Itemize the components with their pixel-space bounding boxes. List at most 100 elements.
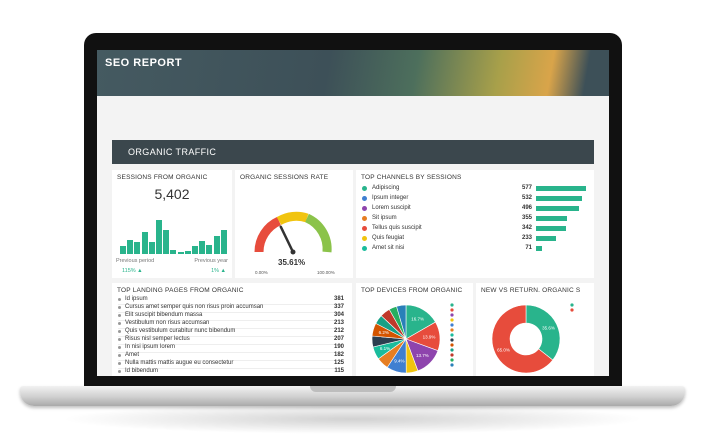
sessions-bar (192, 246, 198, 254)
channel-color-dot (362, 186, 367, 191)
channel-color-dot (362, 206, 367, 211)
rate-gauge (254, 211, 332, 255)
devices-panel: TOP DEVICES FROM ORGANIC 16.7% 13.9% 13.7%… (356, 283, 473, 376)
returning-panel: NEW VS RETURN. ORGANIC S 35.6% 65.0% (476, 283, 594, 376)
rate-max-label: 100.00% (317, 270, 335, 275)
devices-legend-dot (450, 323, 454, 327)
landing-bullet (118, 306, 121, 309)
channel-value: 577 (521, 185, 532, 191)
channel-bar (536, 226, 566, 231)
channel-value: 496 (521, 205, 532, 211)
channel-color-dot (362, 196, 367, 201)
devices-slice (396, 304, 407, 340)
dashboard-screen: SEO REPORT ORGANIC TRAFFIC SESSIONS FROM… (97, 50, 609, 376)
sessions-bar (120, 246, 126, 254)
devices-legend-dot (450, 358, 454, 362)
landing-label: Id bibendum (125, 368, 159, 374)
landing-bullet (118, 354, 121, 357)
devices-legend-dot (450, 308, 454, 312)
landing-row: Nulla mattis mattis augue eu consectetur… (118, 360, 344, 369)
channel-label: Amet sit nisi (372, 245, 405, 251)
landing-row: Id bibendum 115 (118, 368, 344, 376)
landing-bullet (118, 322, 121, 325)
rate-title: ORGANIC SESSIONS RATE (240, 174, 329, 181)
devices-legend-dot (450, 353, 454, 357)
landing-label: Quis vestibulum curabitur nunc bibendum (125, 328, 236, 334)
channel-bar (536, 236, 557, 241)
devices-title: TOP DEVICES FROM ORGANIC (361, 287, 463, 294)
previous-year-label: Previous year (194, 258, 228, 264)
landing-label: Amet (125, 352, 140, 358)
landing-value: 213 (333, 320, 344, 326)
channel-label: Sit ipsum (372, 215, 397, 221)
devices-legend-dot (450, 313, 454, 317)
section-header: ORGANIC TRAFFIC (112, 140, 594, 164)
landing-bullet (118, 362, 121, 365)
devices-legend-dot (450, 343, 454, 347)
sessions-bar (141, 232, 148, 254)
returning-slice-label: 65.0% (497, 347, 510, 352)
sessions-bar (177, 252, 184, 254)
channel-label: Lorem suscipit (372, 205, 411, 211)
devices-legend-dot (450, 363, 454, 367)
landing-label: Id ipsum (125, 296, 148, 302)
landing-label: Vestibulum non risus accumsan (125, 320, 210, 326)
landing-label: Cursus amet semper quis non risus proin … (125, 304, 264, 310)
devices-slice-label: 13.7% (416, 353, 429, 358)
landing-title: TOP LANDING PAGES FROM ORGANIC (117, 287, 244, 294)
landing-bullet (118, 330, 121, 333)
channels-panel: TOP CHANNELS BY SESSIONS Adipiscing 577 Ip… (356, 170, 594, 278)
sessions-bar (206, 245, 213, 254)
sessions-value: 5,402 (154, 186, 190, 202)
landing-row: Amet 182 (118, 352, 344, 361)
devices-slice-label: 9.4% (394, 359, 404, 364)
channel-row: Tellus quis suscipit 342 (362, 225, 592, 233)
sessions-bar (134, 242, 141, 254)
devices-legend-dot (450, 333, 454, 337)
channel-color-dot (362, 216, 367, 221)
report-title: SEO REPORT (105, 57, 183, 69)
landing-value: 212 (333, 328, 344, 334)
channel-row: Amet sit nisi 71 (362, 245, 592, 253)
sessions-panel: SESSIONS FROM ORGANIC 5,402 Previous per… (112, 170, 232, 278)
channel-value: 532 (521, 195, 532, 201)
gauge-mid-arc (276, 211, 309, 226)
landing-row: Cursus amet semper quis non risus proin … (118, 304, 344, 313)
channel-label: Adipiscing (372, 185, 400, 191)
landing-bullet (118, 314, 121, 317)
laptop-notch (310, 386, 396, 392)
landing-row: Id ipsum 381 (118, 296, 344, 305)
sessions-bar (148, 242, 155, 254)
channel-value: 71 (525, 245, 532, 251)
landing-row: Risus nisl semper lectus 207 (118, 336, 344, 345)
landing-bullet (118, 346, 121, 349)
landing-value: 125 (333, 360, 344, 366)
sessions-bar (213, 236, 220, 254)
sessions-bar (163, 230, 170, 254)
report-header: SEO REPORT (97, 50, 609, 96)
devices-slice-label: 6.2% (379, 330, 389, 335)
devices-legend-dot (450, 348, 454, 352)
channel-color-dot (362, 226, 367, 231)
returning-slice (525, 304, 561, 361)
rate-min-label: 0.00% (255, 270, 268, 275)
rate-value: 35.61% (278, 258, 306, 267)
devices-legend-dot (450, 338, 454, 342)
devices-legend-dot (450, 328, 454, 332)
channel-color-dot (362, 236, 367, 241)
landing-label: In nisi ipsum lorem (125, 344, 176, 350)
landing-value: 304 (333, 312, 344, 318)
sessions-bar (127, 240, 134, 254)
sessions-bar (170, 250, 177, 254)
landing-value: 115 (334, 368, 344, 374)
channel-label: Tellus quis suscipit (372, 225, 422, 231)
rate-panel: ORGANIC SESSIONS RATE 35.61% 0.00% 100.0… (235, 170, 353, 278)
sessions-bar (220, 230, 227, 254)
landing-row: In nisi ipsum lorem 190 (118, 344, 344, 353)
returning-slice (491, 304, 554, 374)
landing-value: 207 (333, 336, 344, 342)
returning-slice-label: 35.6% (542, 326, 555, 331)
previous-year-value: 1% ▲ (211, 268, 226, 274)
channel-label: Quis feugiat (372, 235, 405, 241)
devices-slice-label: 6.1% (380, 346, 390, 351)
